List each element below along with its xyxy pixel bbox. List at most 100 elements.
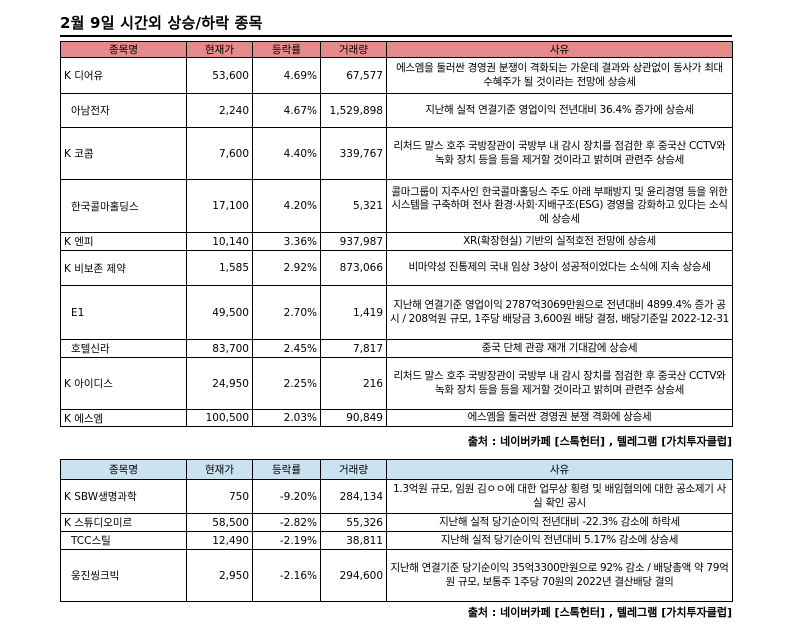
header-name: 종목명 <box>60 41 187 58</box>
stock-volume: 38,811 <box>320 531 387 550</box>
table-row: K 스튜디오미르 58,500 -2.82% 55,326 지난해 실적 당기순… <box>60 513 733 532</box>
rise-table: 종목명 현재가 등락률 거래량 사유 K 디어유 53,600 4.69% 67… <box>60 41 733 427</box>
stock-volume: 873,066 <box>320 250 387 286</box>
page-title: 2월 9일 시간외 상승/하락 종목 <box>60 12 732 37</box>
stock-volume: 67,577 <box>320 57 387 94</box>
stock-name: K 아이디스 <box>60 357 187 410</box>
stock-name: 웅진씽크빅 <box>60 549 187 602</box>
stock-reason: 리처드 말스 호주 국방장관이 국방부 내 감시 장치를 점검한 후 중국산 C… <box>386 357 733 410</box>
fall-table: 종목명 현재가 등락률 거래량 사유 K SBW생명과학 750 -9.20% … <box>60 459 733 602</box>
stock-change: 2.45% <box>252 339 321 358</box>
table-row: 아남전자 2,240 4.67% 1,529,898 지난해 실적 연결기준 영… <box>60 93 733 128</box>
stock-volume: 90,849 <box>320 409 387 427</box>
stock-price: 12,490 <box>186 531 253 550</box>
stock-name: K 스튜디오미르 <box>60 513 187 532</box>
stock-reason: 지난해 실적 연결기준 영업이익 전년대비 36.4% 증가에 상승세 <box>386 93 733 128</box>
stock-name: TCC스틸 <box>60 531 187 550</box>
stock-volume: 5,321 <box>320 179 387 233</box>
stock-volume: 7,817 <box>320 339 387 358</box>
stock-change: 4.69% <box>252 57 321 94</box>
table-row: K 엔피 10,140 3.36% 937,987 XR(확장현실) 기반의 실… <box>60 232 733 251</box>
stock-price: 49,500 <box>186 285 253 340</box>
table-row: K 디어유 53,600 4.69% 67,577 에스엠을 둘러싼 경영권 분… <box>60 57 733 94</box>
stock-reason: 지난해 실적 당기순이익 전년대비 -22.3% 감소에 하락세 <box>386 513 733 532</box>
header-name: 종목명 <box>60 459 187 480</box>
stock-volume: 216 <box>320 357 387 410</box>
stock-change: 4.67% <box>252 93 321 128</box>
fall-header-row: 종목명 현재가 등락률 거래량 사유 <box>60 459 733 480</box>
stock-price: 2,950 <box>186 549 253 602</box>
stock-change: 3.36% <box>252 232 321 251</box>
stock-change: -2.19% <box>252 531 321 550</box>
stock-reason: 중국 단체 관광 재개 기대감에 상승세 <box>386 339 733 358</box>
header-price: 현재가 <box>186 41 253 58</box>
stock-reason: 에스엠을 둘러싼 경영권 분쟁이 격화되는 가운데 결과와 상관없이 동사가 최… <box>386 57 733 94</box>
table-row: 호텔신라 83,700 2.45% 7,817 중국 단체 관광 재개 기대감에… <box>60 339 733 358</box>
stock-name: K SBW생명과학 <box>60 479 187 514</box>
source-note: 출처 : 네이버카페 [스톡헌터] , 텔레그램 [가치투자클럽] <box>467 435 732 448</box>
table-row: K 아이디스 24,950 2.25% 216 리처드 말스 호주 국방장관이 … <box>60 357 733 410</box>
header-volume: 거래량 <box>320 459 387 480</box>
stock-price: 17,100 <box>186 179 253 233</box>
stock-price: 2,240 <box>186 93 253 128</box>
stock-volume: 284,134 <box>320 479 387 514</box>
source-note: 출처 : 네이버카페 [스톡헌터] , 텔레그램 [가치투자클럽] <box>467 606 732 619</box>
stock-volume: 937,987 <box>320 232 387 251</box>
table-row: TCC스틸 12,490 -2.19% 38,811 지난해 실적 당기순이익 … <box>60 531 733 550</box>
stock-name: K 디어유 <box>60 57 187 94</box>
stock-name: K 코콤 <box>60 127 187 180</box>
table-row: K 에스엠 100,500 2.03% 90,849 에스엠을 둘러싼 경영권 … <box>60 409 733 427</box>
stock-reason: 지난해 연결기준 당기순이익 35억3300만원으로 92% 감소 / 배당총액… <box>386 549 733 602</box>
stock-change: 2.25% <box>252 357 321 410</box>
stock-change: 2.03% <box>252 409 321 427</box>
stock-volume: 339,767 <box>320 127 387 180</box>
table-row: K 비보존 제약 1,585 2.92% 873,066 비마약성 진통제의 국… <box>60 250 733 286</box>
table-row: 한국콜마홀딩스 17,100 4.20% 5,321 콜마그룹이 지주사인 한국… <box>60 179 733 233</box>
stock-price: 1,585 <box>186 250 253 286</box>
stock-volume: 55,326 <box>320 513 387 532</box>
stock-price: 58,500 <box>186 513 253 532</box>
stock-change: 2.92% <box>252 250 321 286</box>
table-row: K 코콤 7,600 4.40% 339,767 리처드 말스 호주 국방장관이… <box>60 127 733 180</box>
stock-name: E1 <box>60 285 187 340</box>
stock-volume: 1,419 <box>320 285 387 340</box>
stock-reason: 에스엠을 둘러싼 경영권 분쟁 격화에 상승세 <box>386 409 733 427</box>
stock-reason: 콜마그룹이 지주사인 한국콜마홀딩스 주도 아래 부패방지 및 윤리경영 등을 … <box>386 179 733 233</box>
rise-header-row: 종목명 현재가 등락률 거래량 사유 <box>60 41 733 58</box>
stock-price: 100,500 <box>186 409 253 427</box>
table-row: 웅진씽크빅 2,950 -2.16% 294,600 지난해 연결기준 당기순이… <box>60 549 733 602</box>
header-reason: 사유 <box>386 41 733 58</box>
header-reason: 사유 <box>386 459 733 480</box>
stock-name: 한국콜마홀딩스 <box>60 179 187 233</box>
stock-price: 10,140 <box>186 232 253 251</box>
stock-name: 호텔신라 <box>60 339 187 358</box>
stock-reason: XR(확장현실) 기반의 실적호전 전망에 상승세 <box>386 232 733 251</box>
stock-name: K 엔피 <box>60 232 187 251</box>
stock-name: 아남전자 <box>60 93 187 128</box>
table-row: K SBW생명과학 750 -9.20% 284,134 1.3억원 규모, 임… <box>60 479 733 514</box>
stock-volume: 1,529,898 <box>320 93 387 128</box>
table-row: E1 49,500 2.70% 1,419 지난해 연결기준 영업이익 2787… <box>60 285 733 340</box>
stock-name: K 에스엠 <box>60 409 187 427</box>
stock-reason: 지난해 실적 당기순이익 전년대비 5.17% 감소에 상승세 <box>386 531 733 550</box>
header-change: 등락률 <box>252 41 321 58</box>
stock-price: 750 <box>186 479 253 514</box>
stock-price: 53,600 <box>186 57 253 94</box>
header-price: 현재가 <box>186 459 253 480</box>
stock-price: 24,950 <box>186 357 253 410</box>
stock-change: -2.16% <box>252 549 321 602</box>
stock-change: -9.20% <box>252 479 321 514</box>
stock-change: 4.40% <box>252 127 321 180</box>
stock-change: 4.20% <box>252 179 321 233</box>
stock-reason: 리처드 말스 호주 국방장관이 국방부 내 감시 장치를 점검한 후 중국산 C… <box>386 127 733 180</box>
stock-price: 83,700 <box>186 339 253 358</box>
stock-price: 7,600 <box>186 127 253 180</box>
stock-change: -2.82% <box>252 513 321 532</box>
stock-change: 2.70% <box>252 285 321 340</box>
stock-reason: 1.3억원 규모, 임원 김ㅇㅇ에 대한 업무상 횡령 및 배임혐의에 대한 공… <box>386 479 733 514</box>
stock-name: K 비보존 제약 <box>60 250 187 286</box>
stock-reason: 지난해 연결기준 영업이익 2787억3069만원으로 전년대비 4899.4%… <box>386 285 733 340</box>
stock-reason: 비마약성 진통제의 국내 임상 3상이 성공적이었다는 소식에 지속 상승세 <box>386 250 733 286</box>
stock-volume: 294,600 <box>320 549 387 602</box>
header-change: 등락률 <box>252 459 321 480</box>
